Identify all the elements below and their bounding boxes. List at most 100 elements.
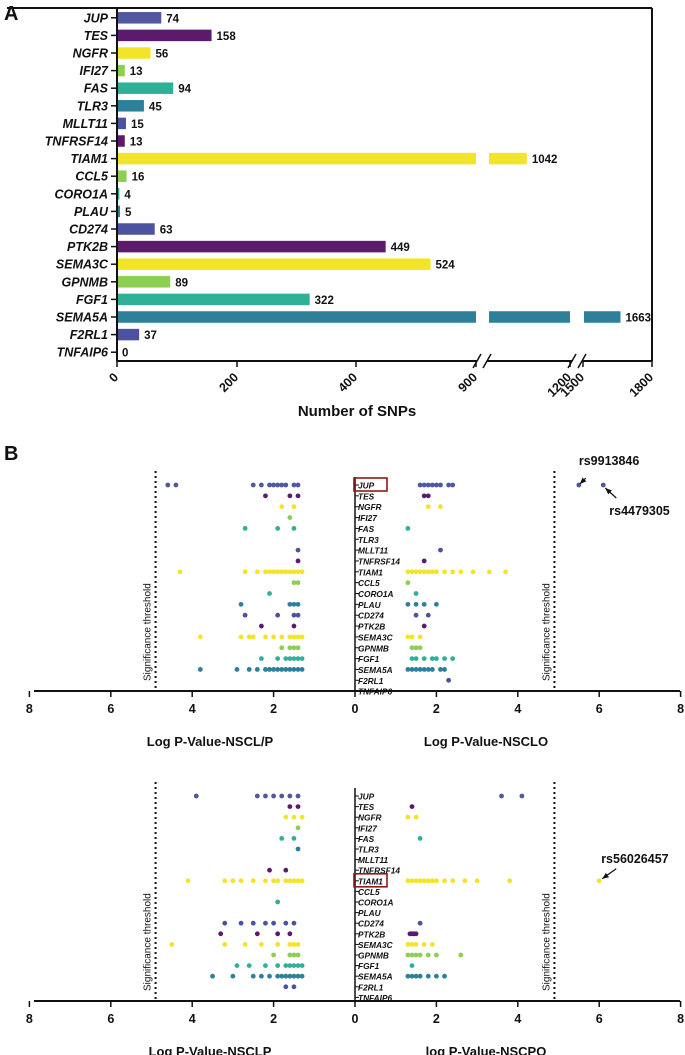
scatter-point-left: [283, 814, 289, 820]
scatter-point-left: [283, 963, 289, 968]
panel-a-value-label: 13: [130, 66, 143, 78]
scatter-point-left: [279, 634, 285, 640]
scatter-point-left: [250, 878, 256, 884]
scatter-point-right: [425, 973, 431, 979]
panel-a-bar: [118, 117, 126, 130]
scatter-point-left: [258, 942, 264, 947]
panel-a-bar: [118, 135, 125, 147]
scatter-point-right: [405, 814, 411, 820]
scatter-point-left: [234, 963, 240, 968]
scatter-gene-label: SEMA3C: [358, 940, 394, 950]
panel-a-bar: [118, 12, 162, 24]
scatter-point-left: [210, 973, 215, 979]
scatter-gene-label: CD274: [358, 919, 384, 929]
scatter-point-left: [263, 963, 268, 968]
scatter-point-left: [291, 952, 297, 958]
panel-a-category-label: F2RL1: [70, 328, 108, 342]
panel-a-bar: [118, 223, 155, 235]
panel-a-bar: [118, 258, 431, 270]
scatter-point-left: [283, 984, 289, 990]
scatter-point-right: [421, 558, 427, 564]
scatter-gene-label: GPNMB: [358, 643, 389, 653]
scatter-point-right: [413, 656, 419, 661]
scatter-point-left: [275, 963, 281, 968]
scatter-point-left: [263, 793, 268, 799]
scatter-point-left: [238, 601, 244, 607]
scatter-point-left: [267, 482, 272, 488]
panel-a-value-label: 63: [160, 225, 173, 237]
scatter-point-right: [600, 482, 606, 488]
scatter-gene-label: TES: [358, 802, 375, 812]
scatter-point-left: [291, 645, 297, 651]
scatter-left-axis-title: Log P-Value-NSCLP: [149, 1044, 272, 1055]
scatter-x-tick-label: 4: [514, 702, 521, 716]
scatter-point-left: [279, 836, 285, 841]
scatter-point-right: [421, 482, 427, 488]
panel-a-value-label: 449: [391, 242, 410, 254]
scatter-point-right: [425, 878, 431, 884]
scatter-x-tick-label: 2: [270, 702, 277, 716]
panel-a-category-label: TNFRSF14: [45, 135, 108, 149]
scatter-point-left: [287, 952, 293, 958]
scatter-gene-label: TLR3: [358, 845, 379, 855]
scatter-point-right: [507, 878, 513, 884]
scatter-point-left: [271, 878, 276, 884]
scatter-point-right: [499, 793, 504, 799]
scatter-point-left: [295, 569, 301, 575]
scatter-point-right: [474, 878, 480, 884]
scatter-gene-label: NGFR: [358, 502, 382, 512]
scatter-point-left: [279, 973, 285, 979]
scatter-point-left: [275, 973, 281, 979]
scatter-point-left: [291, 667, 297, 672]
scatter-point-right: [446, 482, 452, 488]
scatter-point-left: [258, 482, 264, 488]
scatter-point-right: [417, 952, 423, 958]
scatter-gene-label: TNFAIP6: [358, 993, 393, 1003]
panel-a-bar: [118, 240, 386, 253]
panel-a-bar: [118, 47, 151, 59]
scatter-point-right: [413, 667, 419, 672]
scatter-point-right: [421, 942, 427, 947]
snp-annotation-label: rs4479305: [609, 504, 670, 518]
scatter-point-left: [291, 973, 297, 979]
scatter-point-left: [283, 656, 289, 661]
scatter-point-right: [413, 612, 419, 618]
scatter-point-left: [258, 623, 264, 629]
scatter-point-left: [291, 569, 297, 575]
panel-a-bar: [118, 311, 476, 323]
panel-a-bar: [118, 188, 120, 200]
scatter-right-axis-title: Log P-Value-NSCLO: [424, 734, 548, 749]
scatter-point-left: [295, 493, 301, 499]
scatter-gene-label: CORO1A: [358, 898, 394, 908]
scatter-point-right: [409, 804, 415, 809]
scatter-point-right: [405, 942, 411, 947]
panel-b-top-scatter: 8 6 4 2 0 2 4 6 8 Significance threshold Significa…: [26, 454, 684, 749]
scatter-point-left: [291, 920, 297, 926]
scatter-point-left: [283, 482, 289, 488]
scatter-point-right: [409, 634, 415, 640]
scatter-gene-label: SEMA5A: [358, 665, 393, 675]
scatter-point-right: [442, 656, 447, 661]
scatter-point-right: [442, 569, 447, 575]
scatter-point-right: [429, 942, 435, 947]
scatter-point-left: [254, 931, 260, 937]
panel-a-x-tick-label: 200: [216, 370, 241, 395]
scatter-gene-label: TNFRSF14: [358, 866, 400, 876]
scatter-point-right: [425, 952, 431, 958]
scatter-point-right: [405, 878, 411, 884]
scatter-point-right: [421, 601, 427, 607]
scatter-point-right: [438, 482, 443, 488]
scatter-point-left: [283, 920, 289, 926]
scatter-point-left: [287, 667, 293, 672]
scatter-gene-label: MLLT11: [358, 855, 388, 865]
significance-threshold-label: Significance threshold: [143, 893, 154, 991]
panel-a-category-label: TLR3: [77, 99, 108, 113]
scatter-gene-label: TES: [358, 491, 375, 501]
scatter-gene-label: PTK2B: [358, 622, 385, 632]
scatter-gene-label: FGF1: [358, 961, 380, 971]
scatter-right-axis-title: log P-Value-NSCPO: [426, 1044, 547, 1055]
scatter-point-left: [267, 569, 272, 575]
panel-a-value-label: 5: [125, 207, 132, 219]
scatter-point-left: [299, 634, 305, 640]
scatter-point-left: [279, 569, 285, 575]
